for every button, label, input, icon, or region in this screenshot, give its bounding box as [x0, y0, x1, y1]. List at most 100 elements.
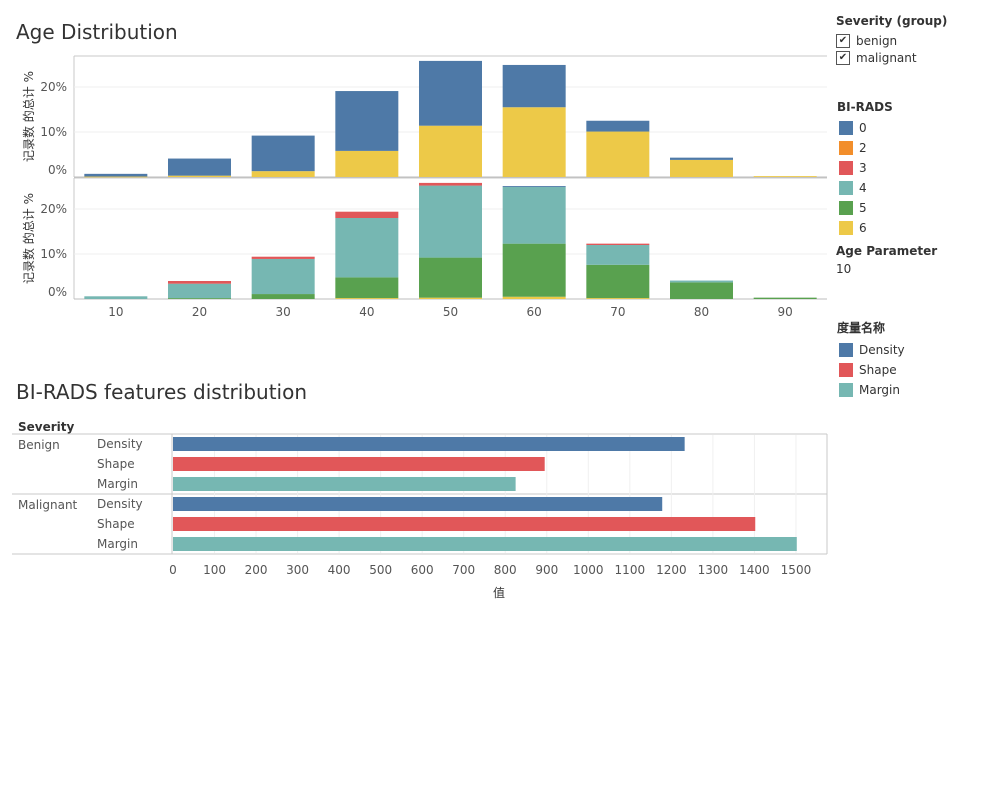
- x-tick-label: 40: [359, 305, 374, 319]
- x-tick-label: 20: [192, 305, 207, 319]
- y-tick-label: 10%: [40, 247, 67, 261]
- checkbox-checked-icon[interactable]: ✔: [836, 50, 850, 65]
- bar-segment-benign-80-birads-0: [670, 157, 733, 160]
- x-tick-label: 400: [328, 563, 351, 577]
- bar-segment-malignant-20-birads-4: [168, 283, 231, 299]
- legend-item-birads-0[interactable]: 0: [837, 118, 893, 138]
- legend-item-density[interactable]: Density: [837, 340, 905, 360]
- x-tick-label: 800: [494, 563, 517, 577]
- birads-legend-title: BI-RADS: [837, 100, 893, 114]
- legend-item-birads-3[interactable]: 3: [837, 158, 893, 178]
- bar-segment-malignant-60-birads-6: [502, 296, 566, 299]
- bar-segment-malignant-70-birads-5: [586, 264, 650, 299]
- bar-segment-benign-20-birads-0: [168, 158, 231, 176]
- bar-segment-malignant-60-birads-5: [502, 243, 566, 297]
- x-axis-label: 值: [493, 585, 505, 600]
- color-swatch: [839, 221, 853, 235]
- bar-segment-malignant-40-birads-6: [335, 298, 399, 299]
- x-tick-label: 30: [276, 305, 291, 319]
- y-tick-label: 0%: [48, 163, 67, 177]
- legend-item-birads-5[interactable]: 5: [837, 198, 893, 218]
- group-label-malignant: Malignant: [18, 498, 78, 512]
- color-swatch: [839, 141, 853, 155]
- x-tick-label: 1100: [615, 563, 646, 577]
- legend-label: Density: [859, 343, 905, 357]
- hbar-malignant-density: [173, 497, 663, 511]
- legend-label: Shape: [859, 363, 897, 377]
- legend-item-birads-2[interactable]: 2: [837, 138, 893, 158]
- x-tick-label: 10: [108, 305, 123, 319]
- age-parameter-value[interactable]: 10: [836, 262, 852, 276]
- bar-label-shape: Shape: [97, 457, 135, 471]
- x-tick-label: 60: [527, 305, 542, 319]
- bar-segment-malignant-70-birads-4: [586, 245, 650, 265]
- y-axis-label: 记录数 的总计 %: [21, 193, 36, 284]
- checkbox-checked-icon[interactable]: ✔: [836, 33, 850, 48]
- x-tick-label: 1500: [781, 563, 812, 577]
- bar-label-density: Density: [97, 437, 143, 451]
- y-tick-label: 0%: [48, 285, 67, 299]
- bar-segment-benign-70-birads-0: [586, 120, 650, 132]
- row-header-severity: Severity: [18, 420, 75, 434]
- hbar-benign-shape: [173, 457, 545, 471]
- y-tick-label: 20%: [40, 80, 67, 94]
- color-swatch: [839, 343, 853, 357]
- bar-segment-benign-60-birads-0: [502, 64, 566, 108]
- bar-segment-benign-20-birads-6: [168, 175, 231, 177]
- bar-segment-malignant-50-birads-5: [419, 257, 482, 298]
- bar-segment-malignant-20-birads-5: [168, 298, 231, 299]
- bar-segment-malignant-60-birads-4: [502, 186, 566, 244]
- x-tick-label: 70: [610, 305, 625, 319]
- x-tick-label: 200: [245, 563, 268, 577]
- bar-segment-benign-60-birads-6: [502, 107, 566, 177]
- bar-segment-benign-40-birads-0: [335, 91, 399, 151]
- bar-segment-malignant-40-birads-4: [335, 218, 399, 278]
- x-tick-label: 1200: [656, 563, 687, 577]
- bar-segment-benign-40-birads-6: [335, 150, 399, 177]
- bar-label-margin: Margin: [97, 477, 138, 491]
- x-tick-label: 100: [203, 563, 226, 577]
- bar-segment-benign-70-birads-6: [586, 131, 650, 177]
- bar-segment-benign-80-birads-6: [670, 159, 733, 177]
- legend-item-margin[interactable]: Margin: [837, 380, 905, 400]
- legend-label: 6: [859, 221, 867, 235]
- severity-filter-malignant[interactable]: ✔ malignant: [836, 49, 947, 66]
- color-swatch: [839, 383, 853, 397]
- y-tick-label: 20%: [40, 202, 67, 216]
- legend-label: 2: [859, 141, 867, 155]
- x-tick-label: 50: [443, 305, 458, 319]
- x-tick-label: 300: [286, 563, 309, 577]
- severity-legend: Severity (group) ✔ benign ✔ malignant: [836, 14, 947, 66]
- bar-segment-malignant-50-birads-3: [419, 182, 482, 186]
- x-tick-label: 0: [169, 563, 177, 577]
- color-swatch: [839, 161, 853, 175]
- bar-segment-malignant-70-birads-6: [586, 298, 650, 299]
- y-axis-label: 记录数 的总计 %: [21, 71, 36, 162]
- bar-segment-benign-30-birads-6: [251, 171, 315, 177]
- legend-label: 3: [859, 161, 867, 175]
- age-distribution-title: Age Distribution: [16, 20, 178, 44]
- legend-item-shape[interactable]: Shape: [837, 360, 905, 380]
- legend-item-birads-6[interactable]: 6: [837, 218, 893, 238]
- color-swatch: [839, 363, 853, 377]
- measure-names-legend: 度量名称 Density Shape Margin: [837, 319, 905, 400]
- severity-filter-benign[interactable]: ✔ benign: [836, 32, 947, 49]
- x-tick-label: 500: [369, 563, 392, 577]
- group-label-benign: Benign: [18, 438, 60, 452]
- birads-features-title: BI-RADS features distribution: [16, 380, 308, 404]
- severity-filter-label: malignant: [856, 50, 917, 65]
- bar-segment-malignant-40-birads-3: [335, 211, 399, 218]
- bar-segment-malignant-80-birads-5: [670, 282, 733, 299]
- x-tick-label: 1300: [698, 563, 729, 577]
- bar-segment-malignant-40-birads-5: [335, 277, 399, 299]
- bar-segment-malignant-80-birads-4: [670, 280, 733, 283]
- legend-label: Margin: [859, 383, 900, 397]
- x-tick-label: 90: [778, 305, 793, 319]
- bar-segment-malignant-30-birads-4: [251, 258, 315, 295]
- bar-segment-benign-50-birads-0: [419, 60, 482, 126]
- legend-item-birads-4[interactable]: 4: [837, 178, 893, 198]
- age-panel-benign: 0% 10% 20% 记录数 的总计 %: [21, 55, 827, 178]
- bar-segment-benign-10-birads-6: [84, 176, 148, 178]
- x-tick-label: 1400: [739, 563, 770, 577]
